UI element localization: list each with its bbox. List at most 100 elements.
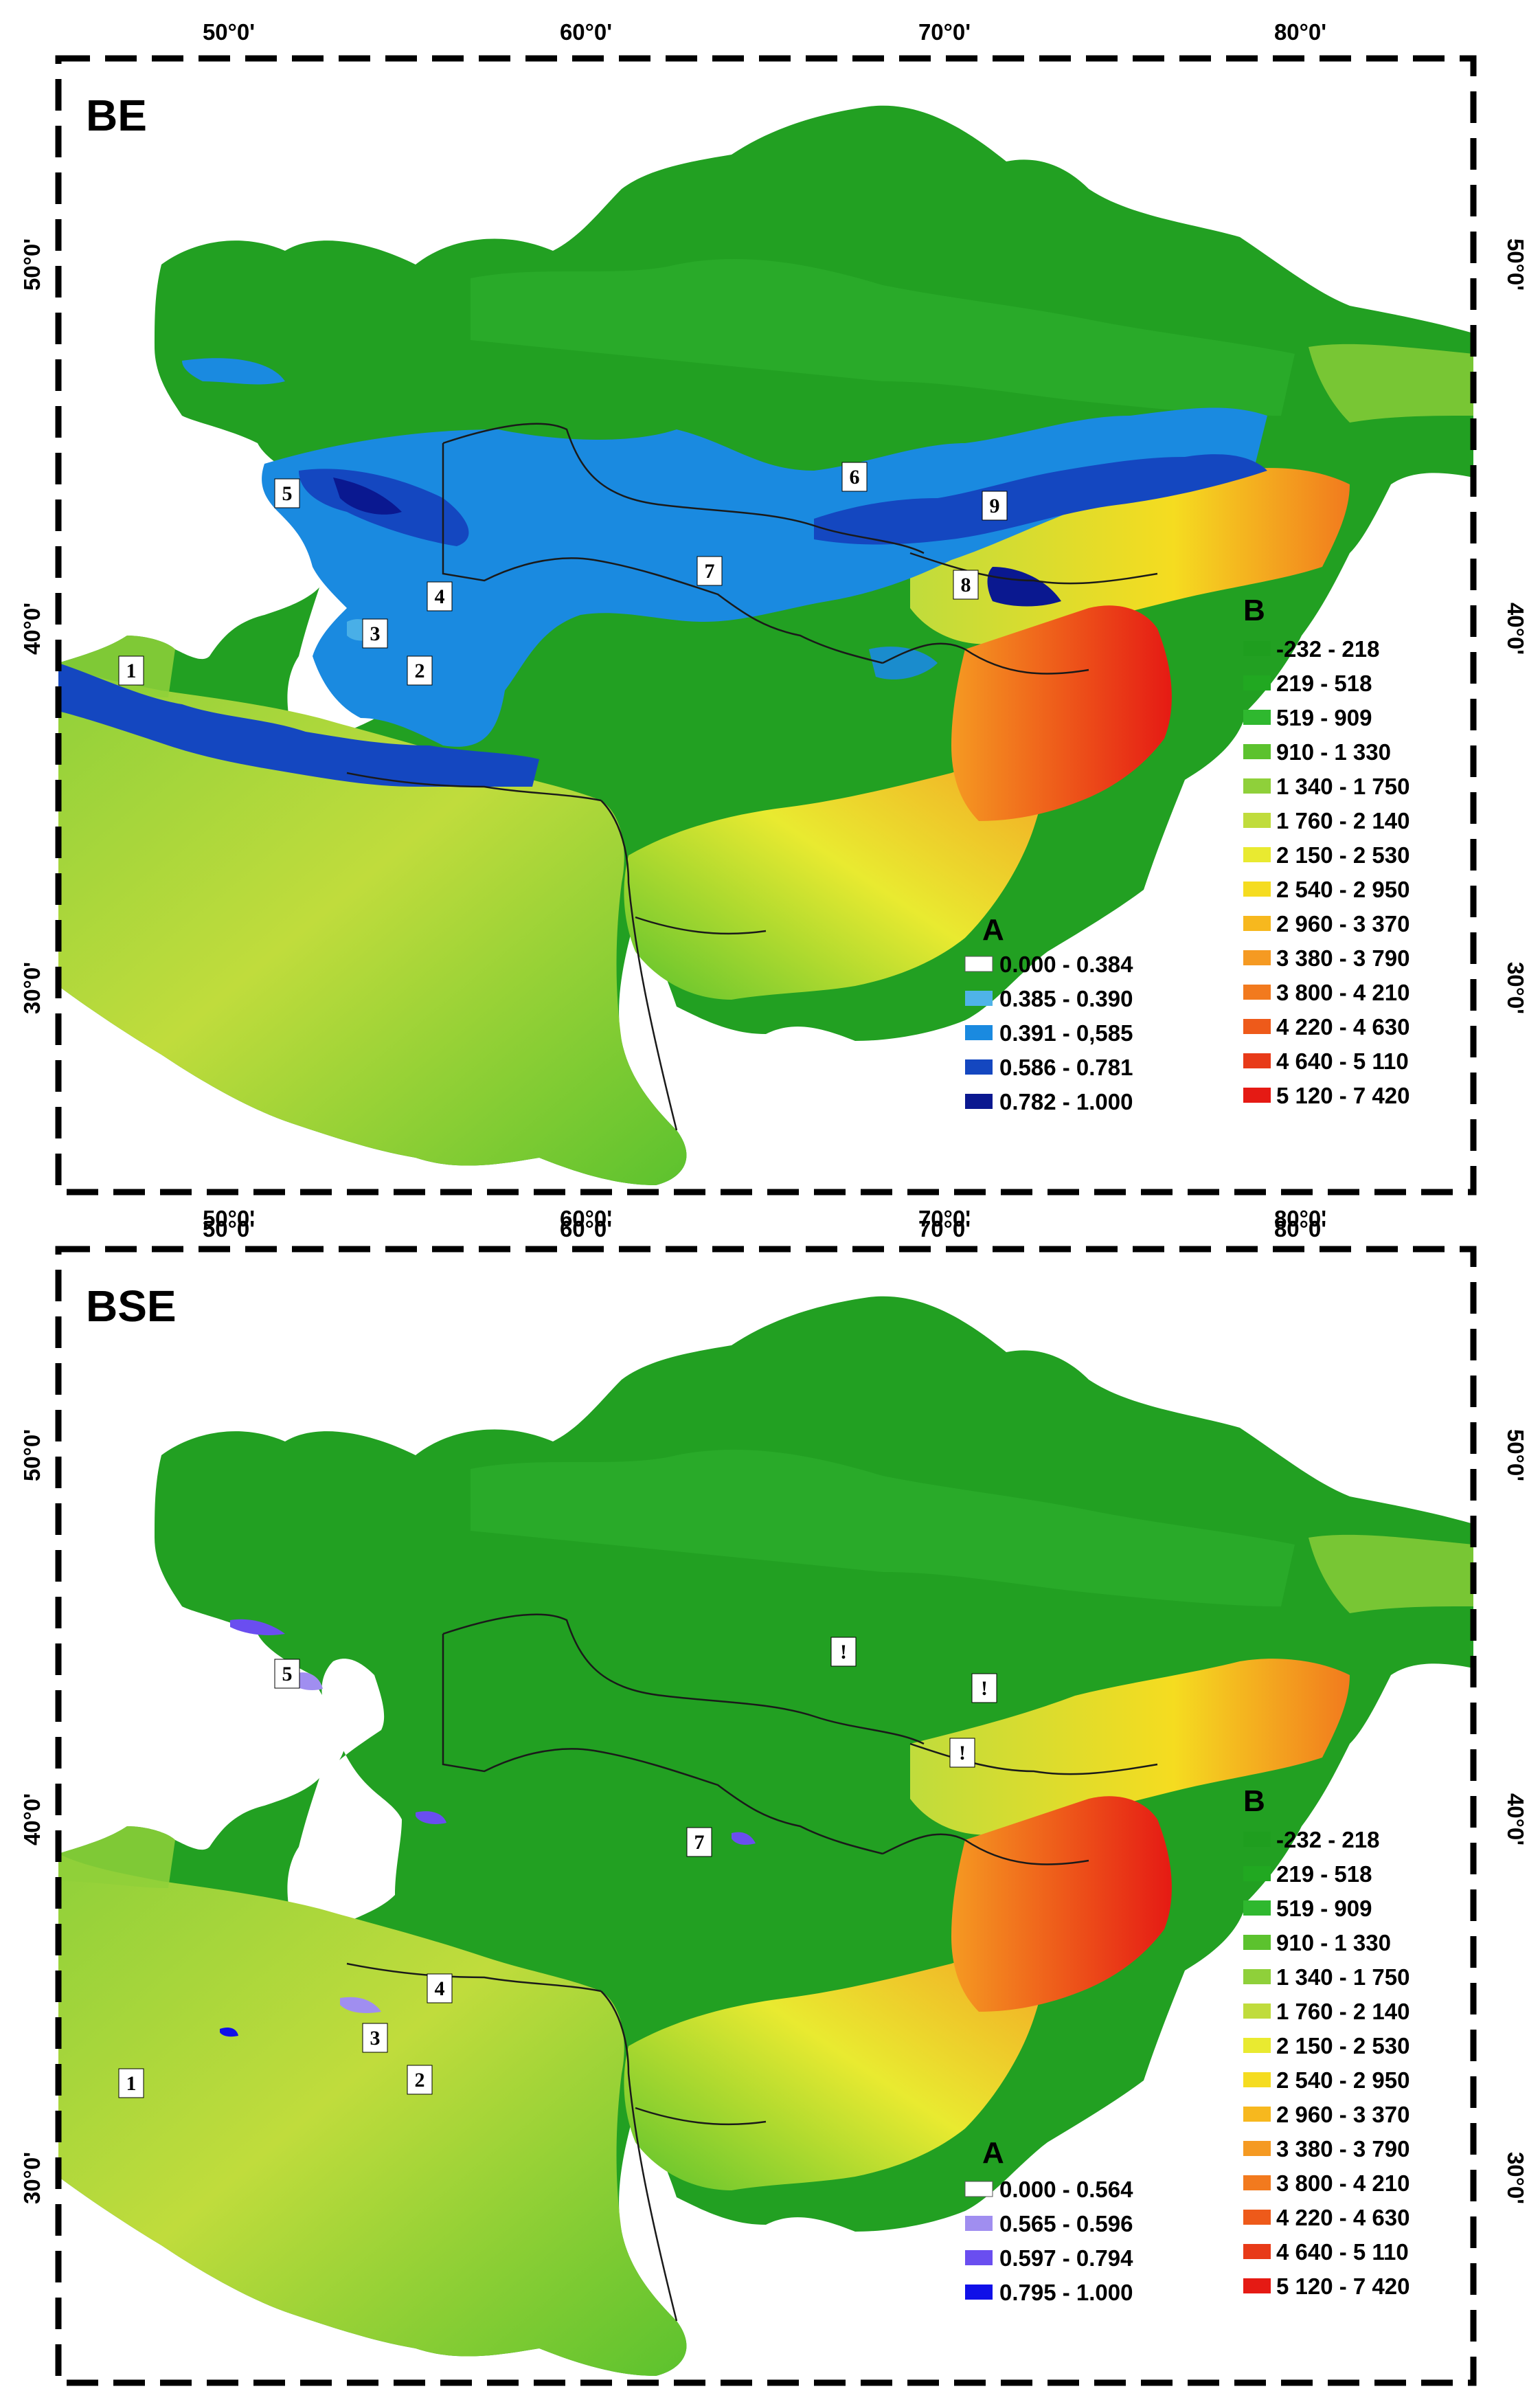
svg-text:40°0': 40°0' (1503, 1793, 1528, 1845)
marker-2: 2 (407, 655, 433, 686)
be-suitability-overlay (58, 358, 1268, 787)
svg-text:50°0': 50°0' (203, 1216, 255, 1242)
marker-exclaim: ! (949, 1738, 975, 1768)
svg-text:910 - 1 330: 910 - 1 330 (1276, 739, 1391, 765)
legend-a-item: 0.000 - 0.384 (964, 952, 1133, 977)
legend-b-item: -232 - 218 (1243, 636, 1379, 662)
panel-title: BSE (86, 1281, 177, 1331)
marker-5: 5 (274, 478, 300, 508)
svg-text:50°0': 50°0' (203, 1206, 255, 1231)
legend-b-item: 219 - 518 (1243, 1861, 1372, 1887)
svg-text:3 380 - 3 790: 3 380 - 3 790 (1276, 945, 1410, 971)
svg-text:3 800 - 4 210: 3 800 - 4 210 (1276, 980, 1410, 1005)
legend-b-item: 2 150 - 2 530 (1243, 842, 1410, 868)
svg-text:0.795 - 1.000: 0.795 - 1.000 (999, 2280, 1133, 2305)
svg-text:2 960 - 3 370: 2 960 - 3 370 (1276, 911, 1410, 936)
panel-bse-x-ticks-top: 50°0' 60°0' 70°0' 80°0' (203, 1216, 1326, 1242)
marker-exclaim: ! (830, 1637, 857, 1667)
svg-text:80°0': 80°0' (1274, 1216, 1326, 1242)
svg-text:4: 4 (435, 585, 445, 608)
svg-text:30°0': 30°0' (19, 2152, 45, 2204)
legend-a-item: 0.000 - 0.564 (964, 2177, 1133, 2202)
svg-text:40°0': 40°0' (19, 603, 45, 655)
legend-b-item: 4 640 - 5 110 (1243, 1048, 1409, 1074)
legend-b-item: 910 - 1 330 (1243, 739, 1391, 765)
svg-text:3: 3 (370, 2027, 381, 2050)
svg-text:6: 6 (850, 466, 860, 489)
svg-text:!: ! (840, 1641, 847, 1663)
svg-text:4 220 - 4 630: 4 220 - 4 630 (1276, 2205, 1410, 2230)
marker-3: 3 (362, 2023, 388, 2053)
svg-text:1 340 - 1 750: 1 340 - 1 750 (1276, 774, 1410, 799)
legend-b-item: 519 - 909 (1243, 1896, 1372, 1921)
svg-text:!: ! (959, 1742, 966, 1764)
svg-text:1 760 - 2 140: 1 760 - 2 140 (1276, 1999, 1410, 2024)
marker-9: 9 (982, 491, 1008, 521)
svg-text:60°0': 60°0' (560, 1216, 612, 1242)
marker-5: 5 (274, 1659, 300, 1689)
svg-text:3 380 - 3 790: 3 380 - 3 790 (1276, 2136, 1410, 2162)
svg-text:50°0': 50°0' (1503, 238, 1528, 291)
panel-bse: 1 2 3 4 5 7 ! (58, 1249, 1473, 2383)
panel-be-y-ticks-right: 50°0' 40°0' 30°0' (1503, 238, 1528, 1014)
svg-text:3: 3 (370, 622, 381, 645)
legend-b-heading: B (1243, 1784, 1265, 1818)
svg-text:2 960 - 3 370: 2 960 - 3 370 (1276, 2102, 1410, 2127)
svg-text:0.782 - 1.000: 0.782 - 1.000 (999, 1089, 1133, 1114)
marker-3: 3 (362, 618, 388, 649)
svg-text:4 640 - 5 110: 4 640 - 5 110 (1276, 2239, 1409, 2265)
marker-7: 7 (697, 556, 723, 586)
svg-text:50°0': 50°0' (1503, 1429, 1528, 1481)
svg-text:0.597 - 0.794: 0.597 - 0.794 (999, 2245, 1133, 2271)
bse-markers: 1 2 3 4 5 7 ! (118, 1637, 997, 2098)
legend-a-item: 0.782 - 1.000 (965, 1089, 1133, 1114)
legend-b-heading: B (1243, 594, 1265, 627)
marker-2: 2 (407, 2065, 433, 2095)
svg-text:5 120 - 7 420: 5 120 - 7 420 (1276, 2274, 1410, 2299)
legend-b-item: 2 540 - 2 950 (1243, 877, 1410, 902)
svg-text:70°0': 70°0' (918, 19, 971, 45)
legend-a-item: 0.565 - 0.596 (965, 2211, 1133, 2236)
legend-a-heading: A (982, 2136, 1004, 2170)
legend-b-item: 3 380 - 3 790 (1243, 945, 1410, 971)
svg-text:2 150 - 2 530: 2 150 - 2 530 (1276, 842, 1410, 868)
svg-text:1: 1 (126, 660, 137, 682)
svg-text:0.000 - 0.384: 0.000 - 0.384 (999, 952, 1133, 977)
legend-a-heading: A (982, 913, 1004, 947)
svg-text:910 - 1 330: 910 - 1 330 (1276, 1930, 1391, 1955)
svg-text:30°0': 30°0' (19, 962, 45, 1014)
svg-text:5: 5 (282, 482, 293, 505)
legend-a-item: 0.385 - 0.390 (965, 986, 1133, 1011)
legend-b-item: 1 340 - 1 750 (1243, 774, 1410, 799)
svg-text:50°0': 50°0' (19, 238, 45, 291)
legend-b-item: 219 - 518 (1243, 671, 1372, 696)
svg-text:1 340 - 1 750: 1 340 - 1 750 (1276, 1964, 1410, 1990)
marker-7: 7 (686, 1827, 712, 1857)
svg-text:60°0': 60°0' (560, 19, 612, 45)
svg-text:50°0': 50°0' (19, 1429, 45, 1481)
panel-title: BE (86, 91, 147, 140)
svg-text:0.586 - 0.781: 0.586 - 0.781 (999, 1055, 1133, 1080)
legend-b-item: 1 760 - 2 140 (1243, 808, 1410, 833)
svg-text:5: 5 (282, 1663, 293, 1685)
svg-text:!: ! (981, 1677, 988, 1700)
legend-b-item: 3 380 - 3 790 (1243, 2136, 1410, 2162)
svg-text:2: 2 (415, 660, 425, 682)
svg-text:2 150 - 2 530: 2 150 - 2 530 (1276, 2033, 1410, 2058)
svg-text:2: 2 (415, 2069, 425, 2091)
legend-b-item: 910 - 1 330 (1243, 1930, 1391, 1955)
legend-b: B -232 - 218 219 - 518 519 - 909 910 - 1… (1243, 1784, 1410, 2299)
legend-b-item: 2 540 - 2 950 (1243, 2067, 1410, 2093)
svg-text:1 760 - 2 140: 1 760 - 2 140 (1276, 808, 1410, 833)
svg-text:7: 7 (705, 560, 715, 583)
svg-text:0.000 - 0.564: 0.000 - 0.564 (999, 2177, 1133, 2202)
legend-a-item: 0.597 - 0.794 (965, 2245, 1133, 2271)
legend-b-item: 2 960 - 3 370 (1243, 2102, 1410, 2127)
legend-a-item: 0.795 - 1.000 (965, 2280, 1133, 2305)
marker-4: 4 (427, 581, 453, 611)
marker-4: 4 (427, 1973, 453, 2003)
svg-text:4 640 - 5 110: 4 640 - 5 110 (1276, 1048, 1409, 1074)
marker-1: 1 (118, 2068, 144, 2098)
panel-bse-y-ticks-left: 50°0' 40°0' 30°0' (19, 1429, 45, 2204)
svg-text:3 800 - 4 210: 3 800 - 4 210 (1276, 2170, 1410, 2196)
